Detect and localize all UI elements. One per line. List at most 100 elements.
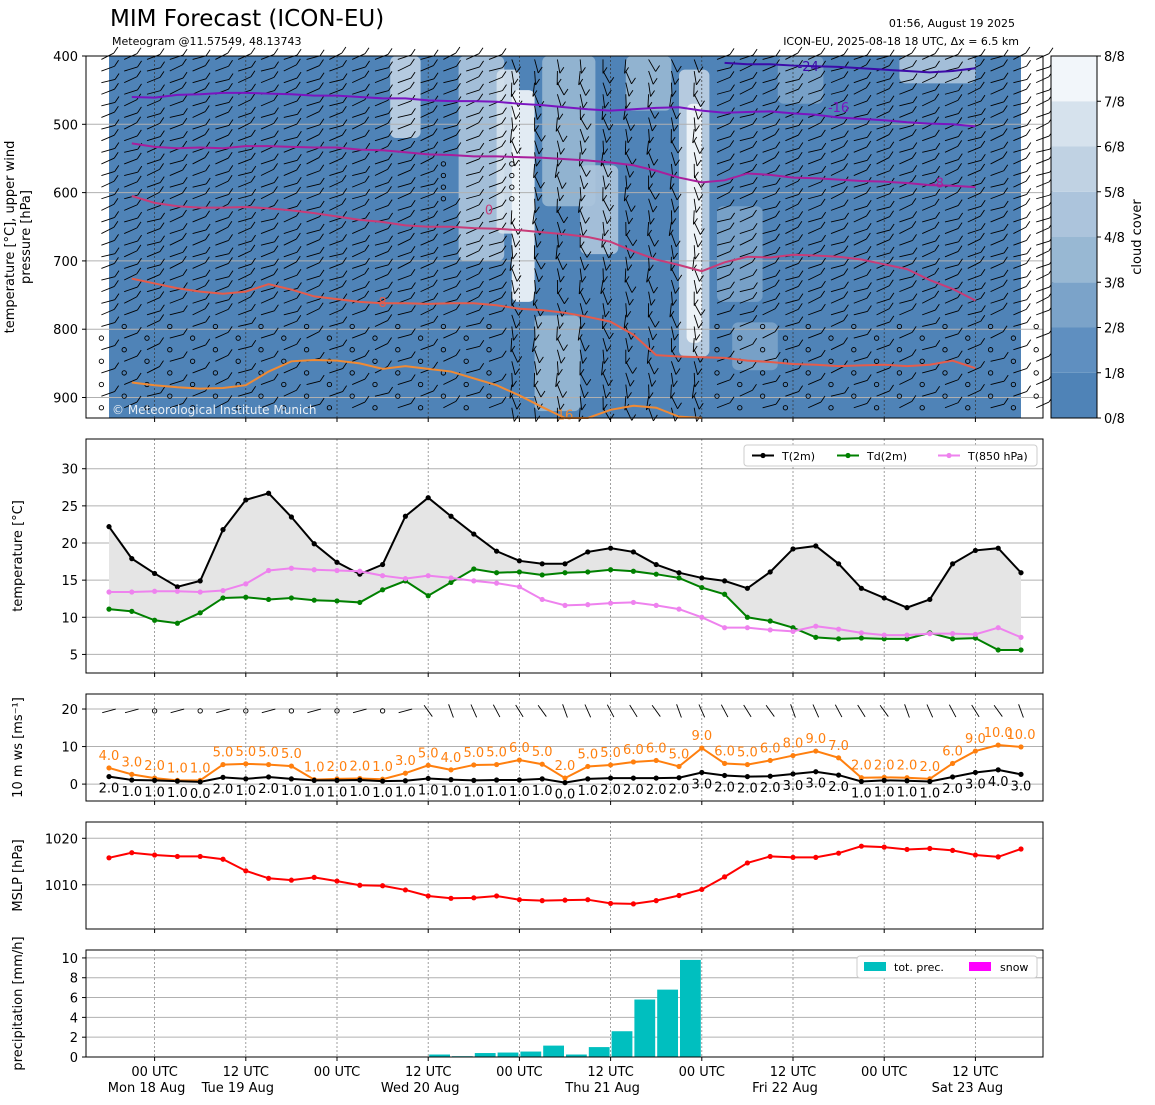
- wind-barb-flag: [182, 154, 188, 161]
- wind-calm-marker: [509, 172, 515, 179]
- wind-barb: [602, 245, 610, 259]
- wind-barb: [648, 291, 652, 306]
- wind-calm-marker: [759, 347, 766, 353]
- wind-barb: [466, 76, 480, 84]
- gust-data-label: 4.0: [441, 751, 462, 766]
- wind-barb-flag: [934, 290, 940, 298]
- wind-barb: [466, 322, 480, 327]
- wind-barb-flag: [433, 384, 438, 392]
- wind-calm-marker: [987, 323, 994, 330]
- upper-ytick-label: 800: [53, 323, 78, 338]
- wind-barb: [830, 392, 845, 397]
- wind-barb: [466, 263, 480, 269]
- wind-barb-flag: [820, 47, 826, 54]
- wind-barb-flag: [820, 221, 826, 229]
- wind-barb: [853, 87, 867, 95]
- wind-barb-flag: [958, 212, 964, 220]
- wind-barb: [443, 226, 457, 234]
- mslp-point: [836, 850, 842, 856]
- wind-barb: [329, 111, 343, 118]
- legend-label: Td(2m): [866, 450, 907, 463]
- wind-barb-flag: [888, 128, 894, 135]
- precipitation-ytick-label: 4: [70, 1011, 78, 1026]
- wind-barb-flag: [627, 136, 633, 144]
- wind-barb: [808, 194, 822, 200]
- wind-barb-flag: [820, 70, 826, 77]
- wind-barb-flag: [114, 73, 120, 80]
- wind-barb: [602, 128, 607, 143]
- wind-barb-flag: [694, 380, 700, 388]
- wind-calm-marker: [873, 405, 880, 411]
- wind-barb: [488, 241, 503, 246]
- wind-barb: [1013, 226, 1027, 234]
- ws-point: [722, 772, 728, 779]
- gust-data-label: 5.0: [577, 747, 598, 762]
- wind-calm-marker: [258, 323, 264, 330]
- wind-barb: [944, 274, 959, 281]
- wind-barb-flag: [250, 129, 256, 137]
- wind-barb: [397, 380, 412, 385]
- wind-calm-marker: [144, 358, 150, 364]
- wind-barb-flag: [137, 83, 142, 91]
- wind-barb-flag: [585, 217, 590, 224]
- data-point: [881, 636, 887, 642]
- wind-barb-flag: [433, 210, 438, 217]
- wind-barb-flag: [866, 351, 872, 358]
- wind-barb: [830, 310, 845, 316]
- wind-barb-flag: [957, 140, 963, 147]
- wind-barb: [352, 89, 366, 95]
- wind-barb: [579, 268, 583, 283]
- wind-barb: [967, 146, 981, 153]
- wind-barb-flag: [456, 234, 461, 241]
- wind-barb: [283, 238, 297, 246]
- wind-barb: [899, 216, 913, 223]
- wind-barb-flag: [774, 302, 780, 309]
- wind-barb: [374, 205, 389, 211]
- wind-barb: [510, 210, 513, 225]
- wind-barb: [146, 218, 161, 223]
- wind-barb-flag: [364, 372, 370, 380]
- wind-barb: [693, 94, 701, 107]
- wind-barb-flag: [388, 212, 394, 220]
- wind-barb-flag: [888, 302, 894, 309]
- wind-barb: [990, 262, 1004, 269]
- wind-barb: [671, 140, 679, 154]
- wind-barb: [625, 152, 633, 165]
- wind-barb: [101, 226, 115, 234]
- wind-barb-flag: [560, 148, 565, 155]
- wind-calm-marker: [737, 381, 743, 388]
- ws-point: [858, 778, 865, 785]
- wind-barb: [556, 361, 559, 376]
- wind-barb: [534, 140, 540, 155]
- wind-barb-flag: [797, 151, 803, 159]
- wind-barb-flag: [159, 140, 165, 147]
- data-point: [243, 581, 249, 587]
- wind-barb: [693, 152, 698, 167]
- wind-barb: [879, 704, 889, 717]
- wind-barb: [306, 193, 320, 200]
- wind-barb: [602, 221, 605, 236]
- wind-barb-flag: [501, 48, 507, 55]
- mslp-point: [197, 853, 203, 860]
- wind-barb: [602, 384, 607, 399]
- wind-barb-flag: [433, 141, 439, 148]
- wind-barb: [283, 251, 298, 258]
- wind-barb-flag: [560, 356, 566, 364]
- wind-barb: [146, 53, 161, 60]
- wind-barb-flag: [693, 90, 699, 97]
- wind-barb: [830, 99, 845, 107]
- wind-barb: [488, 287, 503, 293]
- ws-point: [539, 776, 545, 782]
- wind-barb: [990, 357, 1005, 362]
- wind-barb: [853, 251, 868, 258]
- wind-barb-flag: [820, 129, 826, 137]
- wind-barb: [534, 152, 537, 167]
- mslp-point: [288, 877, 294, 883]
- wind-barb: [146, 287, 161, 293]
- ws-data-label: 1.0: [372, 786, 393, 801]
- ws-point: [744, 773, 751, 780]
- wind-barb-flag: [1025, 220, 1031, 228]
- wind-barb-flag: [296, 71, 302, 79]
- wind-barb-flag: [455, 303, 461, 310]
- wind-barb: [944, 228, 959, 235]
